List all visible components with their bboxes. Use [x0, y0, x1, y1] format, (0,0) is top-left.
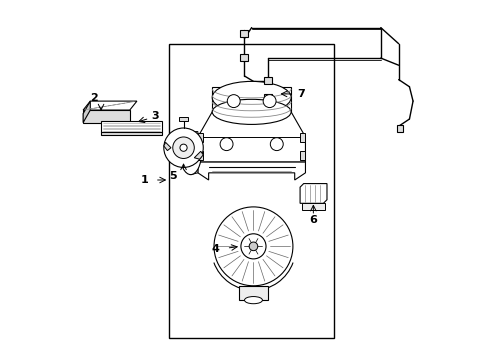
Ellipse shape: [212, 81, 290, 114]
Ellipse shape: [244, 297, 262, 304]
Polygon shape: [83, 101, 90, 123]
Ellipse shape: [180, 132, 201, 175]
Circle shape: [172, 137, 194, 158]
Polygon shape: [198, 162, 305, 180]
Bar: [240, 30, 247, 37]
Polygon shape: [83, 110, 129, 123]
Polygon shape: [212, 87, 290, 112]
Circle shape: [270, 138, 283, 150]
Text: 7: 7: [297, 89, 305, 99]
Bar: [172, 134, 196, 160]
Polygon shape: [163, 142, 171, 150]
Bar: [198, 134, 203, 142]
Polygon shape: [300, 184, 326, 203]
Circle shape: [227, 95, 240, 108]
Circle shape: [180, 144, 187, 151]
Polygon shape: [190, 132, 198, 175]
Bar: [198, 151, 203, 160]
Bar: [396, 125, 403, 132]
Text: 4: 4: [211, 244, 219, 254]
Bar: [264, 94, 271, 100]
Circle shape: [249, 242, 257, 251]
Text: 6: 6: [309, 215, 317, 225]
Bar: [264, 77, 271, 84]
Bar: [101, 132, 162, 135]
Bar: [169, 44, 333, 338]
Bar: [300, 151, 305, 160]
Circle shape: [263, 95, 276, 108]
Bar: [240, 54, 247, 60]
Text: 5: 5: [169, 171, 176, 181]
Ellipse shape: [212, 99, 290, 125]
Circle shape: [214, 207, 292, 286]
Polygon shape: [198, 112, 305, 162]
Bar: [101, 121, 162, 132]
Bar: [301, 203, 325, 211]
Bar: [179, 117, 187, 121]
Text: 2: 2: [90, 93, 98, 103]
Circle shape: [220, 138, 233, 150]
Text: 1: 1: [140, 175, 148, 185]
Circle shape: [241, 234, 265, 259]
Polygon shape: [83, 101, 137, 110]
Circle shape: [163, 128, 203, 167]
Bar: [239, 286, 267, 300]
Bar: [300, 134, 305, 142]
Polygon shape: [194, 151, 203, 159]
Text: 3: 3: [151, 111, 158, 121]
